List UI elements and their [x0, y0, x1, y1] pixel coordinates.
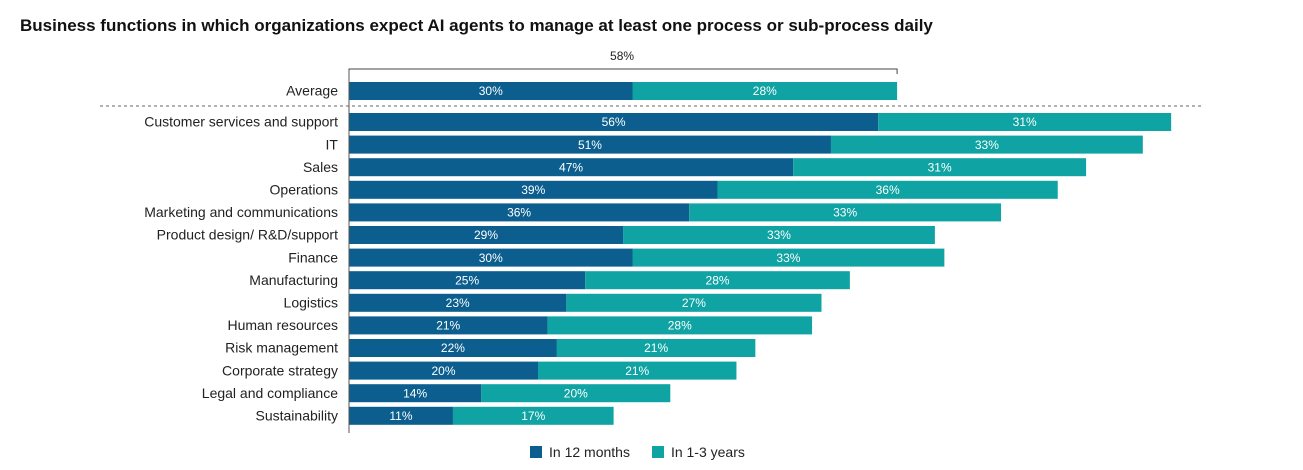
value-label-legal-and-compliance-1-3-years: 20% — [564, 386, 588, 400]
bar-legal-and-compliance-1-3-years — [481, 384, 671, 403]
category-label-customer-services-and-support: Customer services and support — [144, 114, 338, 130]
bar-risk-management-12-months — [349, 339, 557, 357]
legend-swatch-1-3-years — [651, 446, 664, 458]
bar-human-resources-1-3-years — [547, 316, 813, 335]
bar-it-1-3-years — [830, 135, 1143, 154]
bar-sustainability-12-months — [349, 406, 453, 425]
category-label-product-design-r-d-support: Product design/ R&D/support — [157, 227, 338, 243]
category-label-manufacturing: Manufacturing — [249, 272, 338, 288]
bar-customer-services-and-support-1-3-years — [878, 113, 1172, 131]
chart-title: Business functions in which organization… — [20, 16, 933, 35]
value-label-customer-services-and-support-12-months: 56% — [602, 115, 626, 129]
category-label-logistics: Logistics — [284, 295, 338, 311]
category-label-it: IT — [326, 136, 339, 152]
category-label-average: Average — [286, 83, 338, 99]
bar-it-12-months — [349, 135, 831, 154]
category-label-risk-management: Risk management — [225, 340, 338, 356]
bar-customer-services-and-support-12-months — [349, 113, 879, 131]
legend-swatch-12-months — [530, 446, 542, 458]
value-label-corporate-strategy-1-3-years: 21% — [625, 364, 649, 378]
bar-product-design-r-d-support-12-months — [349, 226, 624, 244]
bar-sales-12-months — [349, 158, 794, 177]
bar-corporate-strategy-1-3-years — [538, 361, 737, 380]
category-label-sustainability: Sustainability — [256, 408, 339, 424]
bar-finance-1-3-years — [632, 248, 945, 267]
bar-marketing-and-communications-12-months — [349, 203, 690, 222]
value-label-it-1-3-years: 33% — [975, 138, 999, 152]
category-label-marketing-and-communications: Marketing and communications — [144, 204, 338, 220]
bar-sustainability-1-3-years — [452, 406, 614, 425]
bar-legal-and-compliance-12-months — [349, 384, 482, 403]
value-label-product-design-r-d-support-1-3-years: 33% — [767, 228, 791, 242]
value-label-marketing-and-communications-12-months: 36% — [507, 206, 531, 220]
value-label-corporate-strategy-12-months: 20% — [431, 364, 455, 378]
category-label-human-resources: Human resources — [228, 317, 339, 333]
legend-label-12-months: In 12 months — [549, 444, 630, 460]
bar-product-design-r-d-support-1-3-years — [623, 226, 935, 244]
value-label-sustainability-1-3-years: 17% — [521, 409, 545, 423]
value-label-manufacturing-12-months: 25% — [455, 273, 479, 287]
value-label-customer-services-and-support-1-3-years: 31% — [1013, 115, 1037, 129]
value-label-legal-and-compliance-12-months: 14% — [403, 386, 427, 400]
value-label-sales-1-3-years: 31% — [928, 160, 952, 174]
category-label-sales: Sales — [303, 159, 338, 175]
legend: In 12 months In 1-3 years — [530, 444, 745, 460]
bar-average-1-3-years — [632, 82, 898, 100]
category-label-finance: Finance — [288, 249, 338, 265]
value-label-human-resources-12-months: 21% — [436, 319, 460, 333]
value-label-operations-12-months: 39% — [521, 183, 545, 197]
value-label-human-resources-1-3-years: 28% — [668, 319, 692, 333]
value-label-average-1-3-years: 28% — [753, 84, 777, 98]
bar-operations-12-months — [349, 180, 718, 199]
category-label-operations: Operations — [270, 182, 338, 198]
value-label-finance-12-months: 30% — [479, 251, 503, 265]
value-label-operations-1-3-years: 36% — [876, 183, 900, 197]
bar-manufacturing-1-3-years — [585, 271, 850, 290]
bar-corporate-strategy-12-months — [349, 361, 538, 380]
bar-logistics-1-3-years — [566, 293, 822, 312]
bar-manufacturing-12-months — [349, 271, 586, 290]
value-label-risk-management-1-3-years: 21% — [644, 341, 668, 355]
stacked-bar-chart: Average 30% 28% 58% Customer services and su… — [100, 49, 1203, 433]
bar-finance-12-months — [349, 248, 633, 267]
value-label-average-12-months: 30% — [479, 84, 503, 98]
average-total-label: 58% — [610, 49, 634, 63]
legend-item-12-months: In 12 months — [530, 444, 630, 460]
value-label-sales-12-months: 47% — [559, 160, 583, 174]
bar-marketing-and-communications-1-3-years — [689, 203, 1002, 222]
bar-logistics-12-months — [349, 293, 567, 312]
value-label-logistics-12-months: 23% — [446, 296, 470, 310]
bar-risk-management-1-3-years — [556, 339, 756, 357]
bar-average-12-months — [349, 82, 633, 100]
bar-operations-1-3-years — [717, 180, 1058, 199]
value-label-risk-management-12-months: 22% — [441, 341, 465, 355]
value-label-sustainability-12-months: 11% — [389, 409, 412, 423]
category-label-legal-and-compliance: Legal and compliance — [202, 385, 338, 401]
value-label-finance-1-3-years: 33% — [776, 251, 800, 265]
value-label-marketing-and-communications-1-3-years: 33% — [833, 206, 857, 220]
bar-human-resources-12-months — [349, 316, 548, 335]
category-label-corporate-strategy: Corporate strategy — [222, 362, 338, 378]
legend-label-1-3-years: In 1-3 years — [670, 444, 745, 460]
average-total-bracket — [348, 68, 898, 74]
value-label-manufacturing-1-3-years: 28% — [706, 273, 730, 287]
legend-item-1-3-years: In 1-3 years — [651, 444, 745, 460]
value-label-product-design-r-d-support-12-months: 29% — [474, 228, 498, 242]
value-label-logistics-1-3-years: 27% — [682, 296, 706, 310]
value-label-it-12-months: 51% — [578, 138, 602, 152]
bar-sales-1-3-years — [793, 158, 1087, 177]
